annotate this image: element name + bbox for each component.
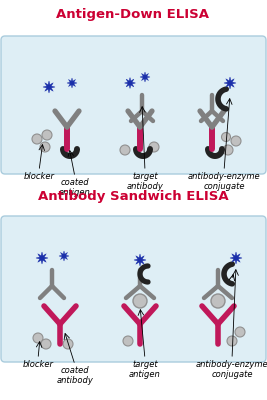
Text: blocker: blocker <box>23 172 54 181</box>
Circle shape <box>33 333 43 343</box>
Text: antibody-enzyme
conjugate: antibody-enzyme conjugate <box>196 360 267 379</box>
Circle shape <box>41 339 51 349</box>
Circle shape <box>63 339 73 349</box>
Text: coated
antibody: coated antibody <box>57 366 93 386</box>
Text: blocker: blocker <box>22 360 53 369</box>
Text: coated
antigen: coated antigen <box>59 178 91 198</box>
Text: Antigen-Down ELISA: Antigen-Down ELISA <box>57 8 210 21</box>
Text: target
antibody: target antibody <box>127 172 163 192</box>
Circle shape <box>123 336 133 346</box>
Circle shape <box>42 130 52 140</box>
Circle shape <box>223 145 233 155</box>
Polygon shape <box>134 254 146 266</box>
Circle shape <box>235 327 245 337</box>
Polygon shape <box>140 72 150 82</box>
Polygon shape <box>224 77 236 89</box>
FancyBboxPatch shape <box>1 36 266 174</box>
Circle shape <box>211 294 225 308</box>
FancyBboxPatch shape <box>1 216 266 362</box>
Polygon shape <box>36 252 48 264</box>
Circle shape <box>32 134 42 144</box>
Polygon shape <box>43 81 55 93</box>
Text: target
antigen: target antigen <box>129 360 161 379</box>
Polygon shape <box>67 78 77 88</box>
Circle shape <box>231 136 241 146</box>
Polygon shape <box>230 252 242 264</box>
Circle shape <box>133 294 147 308</box>
Circle shape <box>120 145 130 155</box>
Text: antibody-enzyme
conjugate: antibody-enzyme conjugate <box>188 172 260 192</box>
Polygon shape <box>59 251 69 261</box>
Polygon shape <box>124 78 135 88</box>
Circle shape <box>227 336 237 346</box>
Text: Antibody Sandwich ELISA: Antibody Sandwich ELISA <box>38 190 228 203</box>
Circle shape <box>222 132 230 142</box>
Circle shape <box>149 142 159 152</box>
Circle shape <box>40 142 50 152</box>
